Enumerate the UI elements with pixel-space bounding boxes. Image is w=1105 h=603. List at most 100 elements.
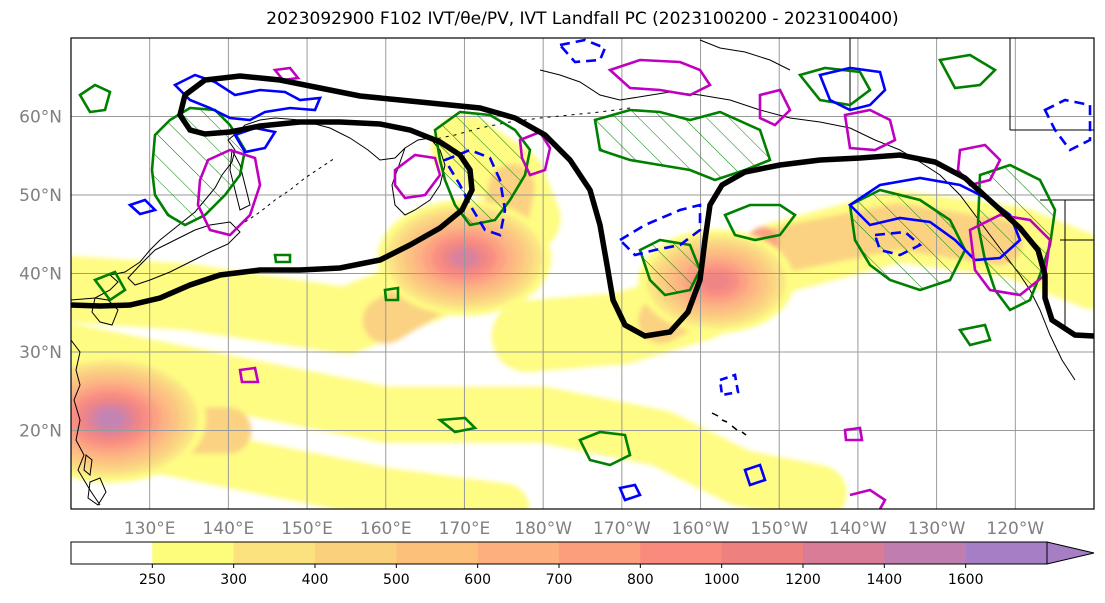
china-coast [71, 339, 101, 506]
chart-title-wrap: 2023092900 F102 IVT/θe/PV, IVT Landfall … [0, 0, 1105, 34]
colorbar-tick-label: 700 [546, 572, 573, 588]
colorbar-tick-label: 300 [220, 572, 247, 588]
landfall-contour [956, 143, 1002, 187]
theta-e-hatched-region [848, 188, 967, 292]
landfall-contour [843, 426, 864, 442]
lon-tick-label: 170°W [593, 519, 651, 539]
pv-contour-dashed [443, 148, 507, 237]
pv-contour [847, 176, 1022, 262]
aleutian-chain [429, 107, 631, 141]
colorbar-segment [884, 542, 967, 564]
ivt-contour-fill [95, 408, 126, 429]
colorbar-tick-label: 1200 [785, 572, 821, 588]
colorbar-tick-label: 1600 [948, 572, 984, 588]
pv-contour-dashed [557, 38, 607, 64]
north-america-borders [849, 38, 1094, 330]
landfall-contour [849, 488, 887, 509]
theta-e-hatched-region [976, 163, 1057, 312]
colorbar-tick-label: 600 [464, 572, 491, 588]
lat-tick-labels: 60°N 50°N 40°N 30°N 20°N [19, 108, 62, 442]
trough-axis [71, 73, 1094, 339]
map-frame [70, 37, 1095, 510]
lon-tick-label: 170°E [439, 519, 491, 539]
landfall-contour [238, 366, 260, 384]
colorbar-tick-label: 800 [627, 572, 654, 588]
lat-tick-label: 20°N [19, 422, 62, 442]
theta-e-contour [578, 430, 632, 467]
pv-contour-dashed [617, 203, 702, 257]
lat-tick-label: 40°N [19, 265, 62, 285]
lat-tick-label: 50°N [19, 186, 62, 206]
theta-e-hatched-region [593, 108, 772, 182]
colorbar-tick-label: 500 [383, 572, 410, 588]
gridlines [71, 38, 1094, 509]
alaska-north [699, 39, 791, 71]
theta-e-hatched-region [433, 110, 532, 227]
japan-coast [127, 221, 241, 286]
landfall-contour [196, 148, 262, 237]
chart-title: 2023092900 F102 IVT/θe/PV, IVT Landfall … [266, 9, 899, 29]
colorbar: 250 300 400 500 600 700 800 1000 1200 1400 1600 [70, 541, 1095, 588]
lon-tick-label: 150°W [750, 519, 808, 539]
theta-e-contour [957, 323, 992, 347]
landfall-contour [607, 58, 712, 97]
colorbar-segment [640, 542, 723, 564]
pv-contour-dashed [718, 373, 740, 397]
theta-e-contour [937, 53, 998, 90]
korea-coast [91, 297, 119, 326]
lon-tick-label: 140°W [829, 519, 887, 539]
colorbar-tick-label: 1400 [867, 572, 903, 588]
lon-tick-label: 120°W [986, 519, 1044, 539]
theta-e-hatched-region [638, 238, 702, 297]
theta-e-contour [797, 66, 872, 107]
kuril-chain [244, 157, 336, 223]
philippines-coast [87, 477, 107, 506]
ivt-contour-fill [701, 271, 732, 292]
pv-contour [127, 198, 158, 216]
theta-e-contour [723, 203, 797, 242]
theta-e-contour [383, 286, 400, 302]
lon-tick-label: 180°W [514, 519, 572, 539]
pv-contour [172, 73, 323, 122]
lon-tick-label: 150°E [281, 519, 333, 539]
lon-tick-label: 130°W [908, 519, 966, 539]
theta-e-contour [273, 253, 292, 264]
theta-e-contour [78, 83, 112, 114]
lon-tick-label: 160°E [360, 519, 412, 539]
hawaii-islands [711, 412, 747, 436]
lon-tick-label: 140°E [203, 519, 255, 539]
lat-tick-label: 60°N [19, 108, 62, 128]
colorbar-segment [477, 542, 560, 564]
pv-contour [618, 483, 642, 502]
colorbar-segment [721, 542, 804, 564]
colorbar-segment [396, 542, 479, 564]
pv-contour [743, 463, 767, 487]
colorbar-tick-label: 1000 [704, 572, 740, 588]
colorbar-extend-arrow [1046, 541, 1095, 565]
landfall-contour [393, 153, 442, 200]
lon-tick-label: 130°E [124, 519, 176, 539]
colorbar-segment [315, 542, 397, 564]
colorbar-segment [152, 542, 235, 564]
colorbar-segment [559, 542, 641, 564]
landfall-contour [272, 66, 301, 82]
colorbar-segment [965, 542, 1048, 564]
colorbar-segment [233, 542, 316, 564]
pv-contour-dashed [1043, 98, 1092, 152]
theta-e-hatched-region [150, 106, 247, 227]
trough-axis-line [71, 73, 1094, 339]
lat-tick-label: 30°N [19, 343, 62, 363]
lon-tick-label: 160°W [672, 519, 730, 539]
pv-contour [818, 66, 887, 112]
theta-e-contours [78, 53, 1057, 467]
landfall-contour [758, 88, 792, 127]
taiwan-coast [83, 454, 93, 476]
pv-contour-dashed [873, 230, 923, 257]
pv-contours [127, 38, 1092, 502]
theta-e-contour [436, 416, 478, 434]
colorbar-segment [803, 542, 885, 564]
lon-tick-labels: 130°E 140°E 150°E 160°E 170°E 180°W 170°W 160°W… [124, 519, 1045, 539]
landfall-contour [843, 108, 897, 152]
colorbar-tick-label: 400 [302, 572, 329, 588]
